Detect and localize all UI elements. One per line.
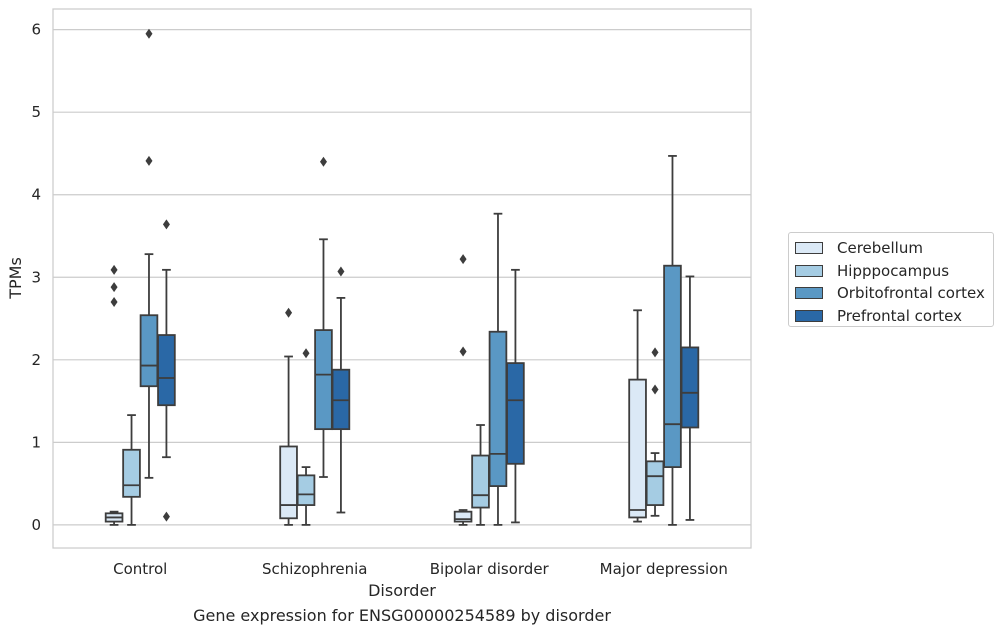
- box-orbitofrontal-cortex: [139, 28, 159, 479]
- outlier-point: [319, 156, 327, 167]
- outlier-point: [651, 347, 659, 358]
- box-iqr: [122, 448, 141, 498]
- box-prefrontal-cortex: [506, 268, 525, 524]
- box-hipppocampus: [296, 348, 316, 526]
- legend-label: Prefrontal cortex: [837, 306, 962, 325]
- legend-item: Prefrontal cortex: [795, 305, 993, 328]
- box-hipppocampus: [122, 414, 141, 526]
- outlier-point: [651, 384, 659, 395]
- y-tick-labels: 0 1 2 3 4 5 6: [31, 21, 41, 534]
- box-hipppocampus: [645, 347, 665, 517]
- box-iqr: [488, 330, 508, 487]
- legend: Cerebellum Hipppocampus Orbitofrontal cort…: [788, 232, 994, 327]
- outlier-point: [145, 28, 153, 39]
- legend-label: Hipppocampus: [837, 261, 950, 280]
- x-tick-labels: Control Schizophrenia Bipolar disorder Majo…: [113, 560, 728, 578]
- box-prefrontal-cortex: [157, 219, 176, 522]
- y-tick-label: 2: [31, 351, 41, 369]
- box-cerebellum: [628, 309, 647, 523]
- box-prefrontal-cortex: [680, 275, 700, 521]
- x-tick-label: Schizophrenia: [262, 560, 367, 578]
- outlier-point: [302, 348, 310, 359]
- box-prefrontal-cortex: [331, 266, 351, 514]
- axes-frame: [52, 8, 752, 549]
- box-iqr: [680, 346, 700, 429]
- box-hipppocampus: [471, 424, 490, 526]
- box-iqr: [628, 378, 647, 519]
- legend-item: Cerebellum: [795, 237, 993, 260]
- outlier-point: [145, 155, 153, 166]
- box-iqr: [453, 510, 473, 523]
- box-iqr: [506, 362, 525, 465]
- box-iqr: [279, 445, 298, 520]
- box-iqr: [645, 460, 665, 506]
- box-iqr: [157, 334, 176, 407]
- box-iqr: [139, 314, 159, 388]
- box-cerebellum: [104, 264, 124, 526]
- legend-swatch: [795, 287, 823, 300]
- box-orbitofrontal-cortex: [488, 212, 508, 526]
- outlier-point: [162, 511, 170, 522]
- box-iqr: [296, 474, 316, 506]
- box-iqr: [663, 264, 682, 469]
- y-tick-label: 3: [31, 268, 41, 286]
- box-iqr: [471, 454, 490, 509]
- box-iqr: [314, 329, 333, 431]
- outlier-point: [110, 264, 118, 275]
- y-tick-label: 1: [31, 433, 41, 451]
- outlier-point: [110, 282, 118, 293]
- legend-item: Orbitofrontal cortex: [795, 282, 993, 305]
- box-cerebellum: [279, 307, 298, 526]
- box-orbitofrontal-cortex: [314, 156, 333, 478]
- x-tick-label: Control: [113, 560, 167, 578]
- outlier-point: [337, 266, 345, 277]
- outlier-point: [110, 297, 118, 308]
- y-axis-label: TPMs: [6, 257, 25, 300]
- y-tick-label: 0: [31, 516, 41, 534]
- outlier-point: [285, 307, 293, 318]
- legend-item: Hipppocampus: [795, 260, 993, 283]
- x-axis-label: Disorder: [368, 581, 436, 600]
- x-tick-label: Major depression: [600, 560, 728, 578]
- outlier-point: [459, 346, 467, 357]
- y-tick-label: 6: [31, 21, 41, 39]
- plot-area: [104, 28, 700, 526]
- box-cerebellum: [453, 254, 473, 526]
- chart-caption: Gene expression for ENSG00000254589 by d…: [193, 606, 611, 625]
- y-tick-label: 5: [31, 103, 41, 121]
- legend-swatch: [795, 242, 823, 255]
- legend-swatch: [795, 264, 823, 277]
- y-tick-label: 4: [31, 186, 41, 204]
- legend-label: Cerebellum: [837, 239, 923, 258]
- box-orbitofrontal-cortex: [663, 155, 682, 526]
- outlier-point: [162, 219, 170, 230]
- legend-swatch: [795, 309, 823, 322]
- legend-label: Orbitofrontal cortex: [837, 284, 985, 303]
- outlier-point: [459, 254, 467, 265]
- x-tick-label: Bipolar disorder: [430, 560, 550, 578]
